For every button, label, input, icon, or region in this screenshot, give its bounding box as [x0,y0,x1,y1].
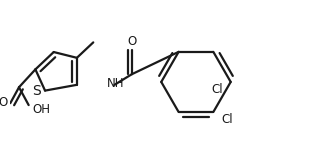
Text: OH: OH [32,103,50,116]
Text: O: O [127,35,136,48]
Text: Cl: Cl [211,83,223,96]
Text: Cl: Cl [221,113,233,126]
Text: NH: NH [107,77,124,90]
Text: S: S [32,84,41,98]
Text: O: O [0,96,8,109]
